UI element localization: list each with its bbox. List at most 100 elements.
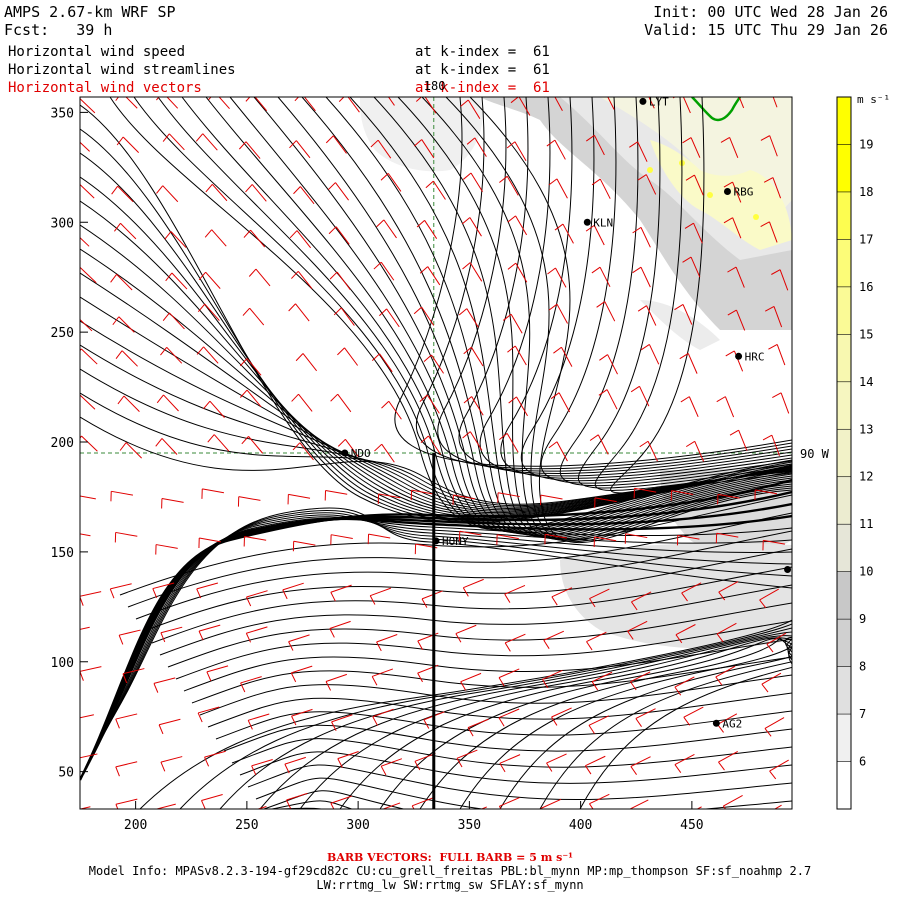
barb-staff: [116, 273, 133, 291]
wind-barb: [376, 634, 398, 652]
barb-flag: [284, 763, 290, 774]
streamline: [127, 512, 792, 608]
barb-staff: [604, 301, 616, 322]
barb-flag: [630, 766, 637, 775]
barb-staff: [675, 624, 696, 636]
wind-barb: [155, 438, 178, 455]
barb-flag: [462, 587, 469, 597]
wind-barb: [458, 308, 479, 328]
wind-barb: [155, 544, 178, 555]
wind-barb: [156, 185, 179, 203]
barb-flag: [245, 184, 253, 193]
barb-staff: [386, 308, 400, 328]
streamline: [80, 248, 792, 515]
barb-staff: [556, 303, 568, 324]
wind-barb: [764, 305, 783, 328]
wind-barb: [771, 269, 789, 291]
wind-barb: [499, 175, 519, 196]
barb-staff: [540, 494, 563, 500]
barb-staff: [769, 759, 789, 772]
wind-barb: [329, 620, 351, 638]
barb-flag: [245, 633, 251, 643]
barb-staff: [122, 136, 140, 153]
barb-flag: [291, 270, 299, 279]
barb-staff: [585, 755, 606, 767]
barb-staff: [199, 537, 222, 543]
y-tick-label: 50: [58, 766, 74, 781]
barb-flag: [112, 316, 120, 326]
wind-barb: [333, 307, 355, 326]
wind-barb: [586, 631, 607, 651]
barb-staff: [456, 749, 478, 759]
wind-barb: [201, 794, 223, 809]
colorbar-label: 11: [859, 517, 873, 531]
barb-staff: [125, 442, 142, 459]
barb-flag: [330, 592, 336, 602]
barb-staff: [459, 530, 482, 536]
barb-staff: [370, 587, 392, 597]
wind-barb: [114, 531, 138, 543]
wind-barb: [115, 97, 138, 109]
barb-flag: [683, 716, 691, 726]
barb-staff: [772, 97, 778, 108]
streamline: [139, 619, 792, 809]
barb-flag: [247, 720, 253, 730]
barb-flag: [419, 266, 429, 274]
barb-staff: [593, 225, 605, 246]
barb-staff: [504, 584, 526, 595]
barb-flag: [329, 628, 335, 638]
wind-barb: [164, 231, 187, 248]
barb-staff: [588, 715, 610, 726]
wind-barb: [680, 396, 699, 417]
wind-barb: [371, 353, 393, 373]
barb-staff: [80, 666, 102, 672]
wind-barb: [766, 632, 787, 653]
barb-flag: [240, 682, 246, 693]
barb-flag: [196, 346, 204, 355]
colorbar-box: [837, 476, 851, 525]
barb-flag: [282, 589, 288, 600]
streamline: [191, 656, 792, 704]
wind-barb: [727, 309, 746, 331]
barb-flag: [162, 133, 170, 142]
wind-barb: [722, 795, 743, 809]
barb-flag: [286, 799, 292, 809]
wind-barb: [762, 539, 786, 551]
wind-barb: [760, 135, 778, 157]
wind-barb: [80, 183, 95, 199]
barb-flag: [498, 717, 505, 727]
wind-barb: [293, 186, 315, 205]
barb-flag: [158, 724, 164, 735]
barb-flag: [152, 588, 158, 598]
valid-time: Valid: 15 UTC Thu 29 Jan 26: [644, 21, 888, 39]
barb-flag: [68, 632, 72, 641]
barb-staff: [773, 804, 782, 809]
barb-staff: [515, 215, 528, 236]
wind-barb: [588, 715, 610, 734]
barb-flag: [723, 217, 733, 224]
wind-barb: [111, 185, 134, 203]
wind-barb: [288, 634, 310, 651]
barb-staff: [205, 271, 221, 289]
wind-barb: [632, 266, 651, 288]
wind-barb: [374, 443, 395, 463]
barb-staff: [637, 141, 648, 162]
wind-barb: [376, 219, 397, 239]
barb-staff: [368, 533, 391, 539]
barb-staff: [256, 806, 267, 809]
wind-barb: [290, 665, 313, 683]
barb-staff: [80, 806, 91, 809]
barb-flag: [598, 389, 608, 396]
wind-barb: [551, 587, 573, 606]
barb-flag: [723, 181, 733, 188]
barb-flag: [461, 217, 471, 225]
barb-flag: [499, 763, 506, 773]
barb-flag: [295, 353, 304, 362]
wind-barb: [201, 488, 225, 499]
streamline: [479, 97, 792, 477]
y-tick-label: 150: [51, 546, 74, 561]
wind-barb: [387, 97, 395, 106]
streamline: [207, 692, 792, 728]
barb-staff: [466, 308, 479, 328]
